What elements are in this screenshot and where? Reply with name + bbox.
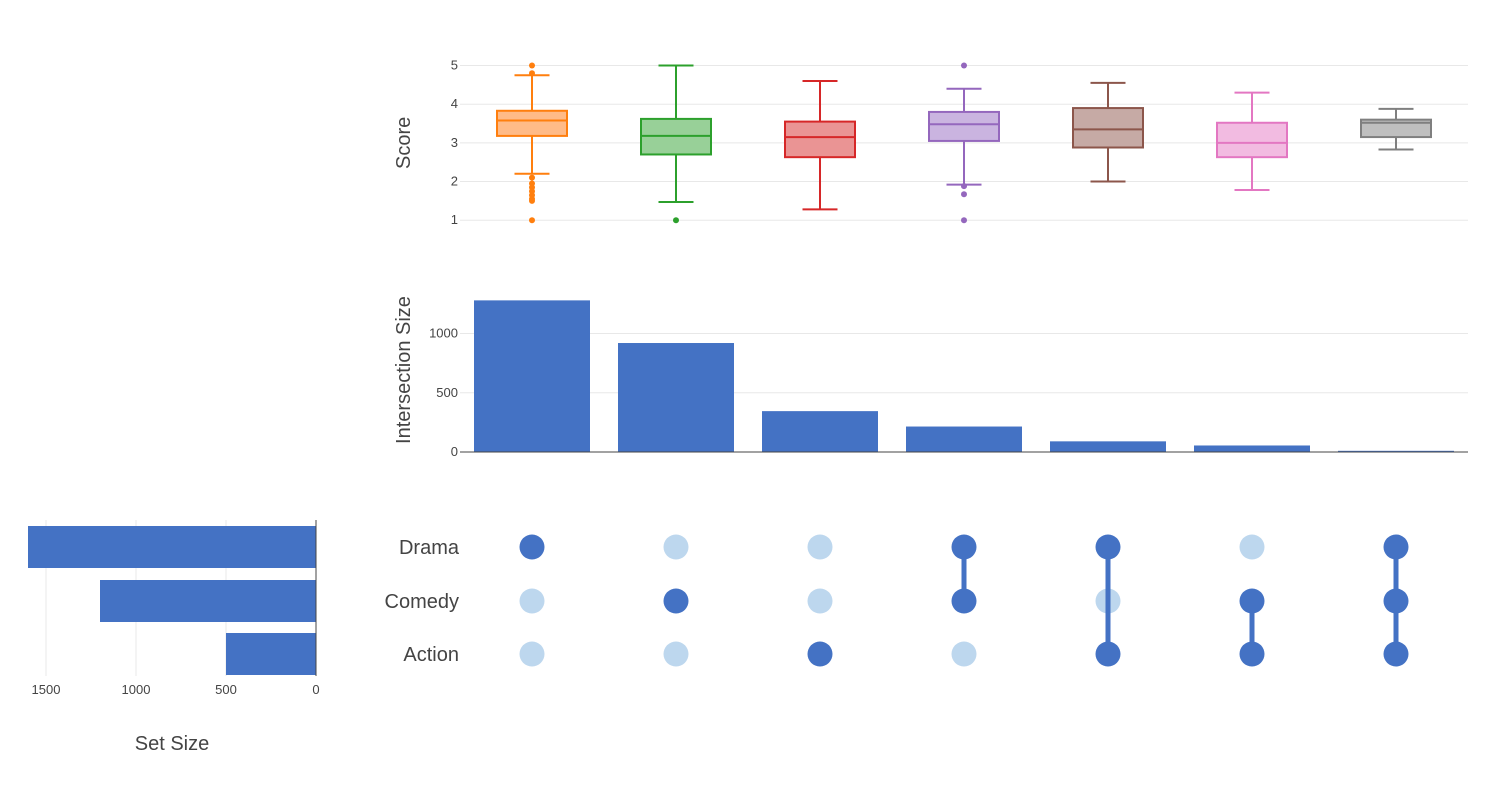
intersection-size-panel: 0 500 1000 Intersection Size — [393, 296, 1468, 459]
score-box-6 — [1216, 91, 1288, 192]
intersection-bar — [1338, 450, 1454, 452]
box-outlier-point — [529, 197, 535, 204]
matrix-dot-inactive — [807, 534, 833, 560]
matrix-dot-active — [951, 588, 977, 614]
matrix-dot-active — [807, 641, 833, 667]
intersection-bar — [618, 343, 734, 452]
score-box-1 — [496, 62, 568, 224]
matrix-dot-active — [1383, 534, 1409, 560]
box-outlier-point — [961, 191, 967, 198]
matrix-dot-active — [1383, 588, 1409, 614]
box-iqr — [1216, 121, 1288, 159]
matrix-dot-inactive — [663, 641, 689, 667]
box-outlier-point — [529, 62, 535, 69]
box-outlier-point — [961, 183, 967, 190]
set-size-bar — [100, 580, 316, 622]
matrix-dot-active — [951, 534, 977, 560]
score-tick-label: 1 — [451, 212, 458, 227]
set-size-tick-label: 1000 — [122, 682, 151, 697]
box-iqr — [1072, 107, 1144, 149]
score-tick-label: 5 — [451, 58, 458, 73]
matrix-dot-active — [1095, 534, 1121, 560]
box-outlier-point — [529, 217, 535, 224]
score-box-4 — [928, 62, 1000, 224]
score-axis-title: Score — [393, 117, 415, 169]
box-iqr — [1360, 118, 1432, 139]
score-box-2 — [640, 64, 712, 224]
intersection-axis-title: Intersection Size — [393, 296, 415, 444]
intersection-tick-label: 1000 — [429, 326, 458, 341]
intersection-tick-label: 500 — [436, 385, 458, 400]
matrix-dot-active — [519, 534, 545, 560]
intersection-bar — [474, 300, 590, 452]
membership-matrix-panel: Drama Comedy Action — [385, 534, 1409, 667]
score-tick-label: 4 — [451, 96, 458, 111]
set-label-comedy: Comedy — [385, 591, 459, 613]
intersection-bar — [1194, 445, 1310, 452]
intersection-bar — [906, 426, 1022, 452]
matrix-dot-inactive — [1239, 534, 1265, 560]
intersection-bar — [1050, 441, 1166, 452]
matrix-dot-inactive — [807, 588, 833, 614]
matrix-dot-active — [1383, 641, 1409, 667]
set-size-axis-title: Set Size — [135, 733, 209, 755]
matrix-dot-inactive — [519, 641, 545, 667]
set-size-bar — [226, 633, 316, 675]
score-tick-label: 3 — [451, 135, 458, 150]
box-iqr — [496, 109, 568, 137]
matrix-dot-active — [663, 588, 689, 614]
matrix-dot-inactive — [663, 534, 689, 560]
matrix-dot-active — [1239, 641, 1265, 667]
set-size-panel: 1500 1000 500 0 Set Size — [28, 520, 320, 755]
box-outlier-point — [673, 217, 679, 224]
matrix-dot-inactive — [519, 588, 545, 614]
box-outlier-point — [529, 174, 535, 181]
set-label-drama: Drama — [399, 537, 460, 559]
set-size-bar — [28, 526, 316, 568]
box-outlier-point — [961, 62, 967, 69]
set-label-action: Action — [403, 644, 459, 666]
intersection-tick-label: 0 — [451, 444, 458, 459]
set-size-tick-label: 0 — [312, 682, 319, 697]
score-box-5 — [1072, 81, 1144, 183]
matrix-dot-active — [1239, 588, 1265, 614]
intersection-bar — [762, 411, 878, 452]
box-iqr — [928, 110, 1000, 142]
score-boxplot-panel: 1 2 3 4 5 Score — [393, 58, 1468, 227]
set-size-tick-label: 500 — [215, 682, 237, 697]
box-iqr — [784, 120, 856, 159]
box-outlier-point — [961, 217, 967, 224]
score-box-7 — [1360, 107, 1432, 151]
set-size-tick-label: 1500 — [32, 682, 61, 697]
matrix-dot-active — [1095, 641, 1121, 667]
matrix-dot-inactive — [951, 641, 977, 667]
score-box-3 — [784, 80, 856, 211]
box-outlier-point — [529, 70, 535, 77]
score-tick-label: 2 — [451, 174, 458, 189]
